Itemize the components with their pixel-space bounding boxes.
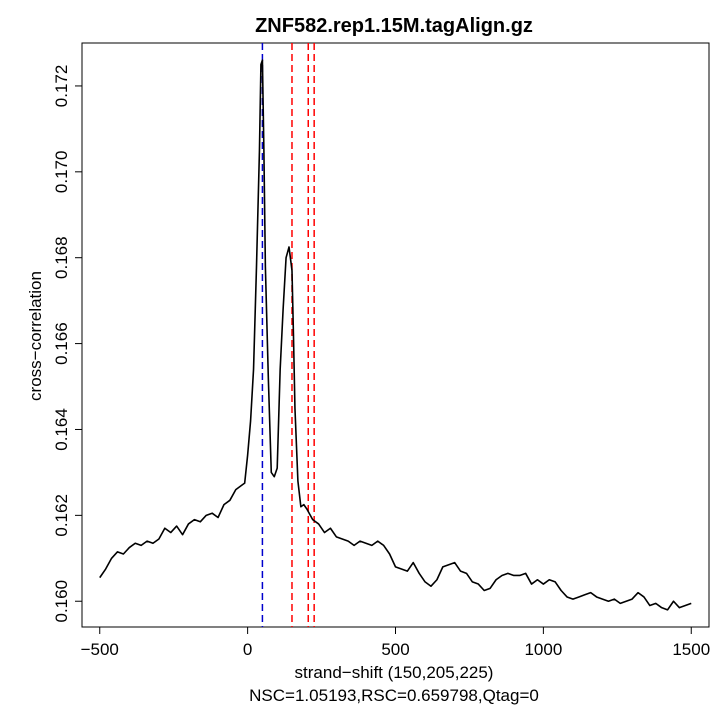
x-tick-label: −500 [81, 640, 119, 659]
plot-frame [81, 42, 710, 628]
x-axis-label: strand−shift (150,205,225) [295, 663, 494, 682]
series-line-cross-correlation [99, 59, 692, 611]
y-tick-label: 0.168 [52, 236, 71, 279]
y-tick-label: 0.166 [52, 322, 71, 365]
y-tick-label: 0.170 [52, 151, 71, 194]
stats-label: NSC=1.05193,RSC=0.659798,Qtag=0 [249, 686, 539, 705]
y-tick-label: 0.172 [52, 65, 71, 108]
series-group [99, 59, 692, 611]
x-axis: −500 0 500 1000 1500 [81, 626, 710, 659]
x-tick-label: 1000 [524, 640, 562, 659]
y-tick-label: 0.160 [52, 580, 71, 623]
y-tick-label: 0.162 [52, 494, 71, 537]
x-tick-label: 0 [243, 640, 252, 659]
y-tick-label: 0.164 [52, 408, 71, 451]
chart-title: ZNF582.rep1.15M.tagAlign.gz [255, 15, 533, 37]
vertical-markers [261, 43, 315, 627]
y-axis-label: cross−correlation [26, 271, 45, 401]
x-tick-label: 1500 [672, 640, 710, 659]
y-axis: 0.160 0.162 0.164 0.166 0.168 0.170 0.172 [52, 65, 83, 623]
x-tick-label: 500 [381, 640, 409, 659]
